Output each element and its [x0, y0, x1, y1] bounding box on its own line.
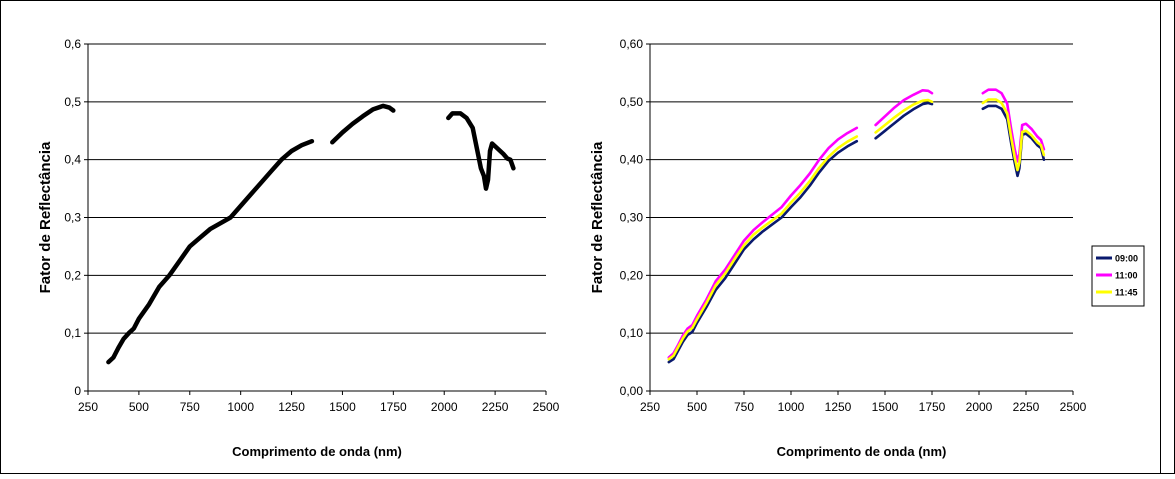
legend-entry: 11:45 [1115, 288, 1138, 298]
x-tick-label: 1000 [778, 400, 805, 414]
y-tick-label: 0,50 [620, 95, 644, 109]
series-line-1145 [981, 98, 1046, 172]
x-tick-label: 1250 [278, 400, 305, 414]
series-lines [667, 88, 1046, 364]
x-tick-label: 750 [180, 400, 200, 414]
x-tick-label: 1750 [380, 400, 407, 414]
series-line-0900 [874, 101, 934, 140]
series-line-0900 [981, 104, 1046, 178]
y-tick-label: 0,60 [620, 37, 644, 51]
x-tick-label: 1250 [825, 400, 852, 414]
x-tick-labels: 250 500 750 1000 1250 1500 1750 2000 2250 2500 [78, 400, 560, 414]
legend: 09:00 11:00 11:45 [1091, 245, 1145, 307]
series-line-reflectance [106, 138, 315, 365]
x-tick-label: 2000 [966, 400, 993, 414]
x-tick-label: 750 [734, 400, 754, 414]
x-tick-label: 2500 [1060, 400, 1087, 414]
grid-lines [88, 43, 546, 334]
chart-right: 0,00 0,10 0,20 0,30 0,40 0,50 0,60 250 500 750 10… [589, 37, 1087, 459]
y-tick-label: 0,40 [620, 153, 644, 167]
series-line-1100 [667, 126, 859, 359]
y-tick-label: 0,00 [620, 384, 644, 398]
series-line-1145 [667, 135, 859, 361]
x-tick-label: 1500 [872, 400, 899, 414]
x-tick-label: 1500 [329, 400, 356, 414]
series-line-1145 [874, 98, 934, 134]
y-tick-label: 0,30 [620, 211, 644, 225]
legend-entry: 09:00 [1115, 254, 1138, 264]
x-tick-label: 2250 [482, 400, 509, 414]
x-tick-label: 500 [129, 400, 149, 414]
y-axis-label: Fator de Reflectância [589, 141, 606, 293]
series-line-1100 [981, 88, 1046, 163]
series-line-0900 [667, 139, 859, 364]
series-line-reflectance [446, 111, 516, 191]
series-line-reflectance [330, 103, 396, 145]
chart-left: 0 0,1 0,2 0,3 0,4 0,5 0,6 250 500 750 1000 1250 150… [37, 37, 560, 459]
y-tick-label: 0,2 [64, 268, 81, 282]
x-tick-label: 2250 [1013, 400, 1040, 414]
y-tick-label: 0,4 [64, 153, 81, 167]
x-tick-label: 250 [78, 400, 98, 414]
x-tick-label: 250 [640, 400, 660, 414]
x-axis-label: Comprimento de onda (nm) [777, 444, 947, 459]
y-axis-label: Fator de Reflectância [37, 141, 54, 293]
y-tick-labels: 0,00 0,10 0,20 0,30 0,40 0,50 0,60 [620, 37, 644, 398]
x-tick-label: 1750 [919, 400, 946, 414]
y-tick-label: 0,6 [64, 37, 81, 51]
x-tick-labels: 250 500 750 1000 1250 1500 1750 2000 2250 2500 [640, 400, 1087, 414]
y-tick-label: 0,3 [64, 211, 81, 225]
y-tick-label: 0,1 [64, 326, 81, 340]
x-tick-label: 500 [687, 400, 707, 414]
x-tick-label: 2000 [431, 400, 458, 414]
y-tick-labels: 0 0,1 0,2 0,3 0,4 0,5 0,6 [64, 37, 81, 398]
y-tick-label: 0,10 [620, 326, 644, 340]
y-tick-label: 0,20 [620, 268, 644, 282]
x-tick-label: 1000 [227, 400, 254, 414]
y-tick-label: 0,5 [64, 95, 81, 109]
series-lines [106, 103, 516, 365]
x-tick-label: 2500 [533, 400, 560, 414]
y-tick-label: 0 [74, 384, 81, 398]
series-line-1100 [874, 89, 934, 127]
axes [84, 43, 547, 395]
axes [646, 43, 1074, 395]
legend-entry: 11:00 [1115, 271, 1138, 281]
x-axis-label: Comprimento de onda (nm) [232, 444, 402, 459]
